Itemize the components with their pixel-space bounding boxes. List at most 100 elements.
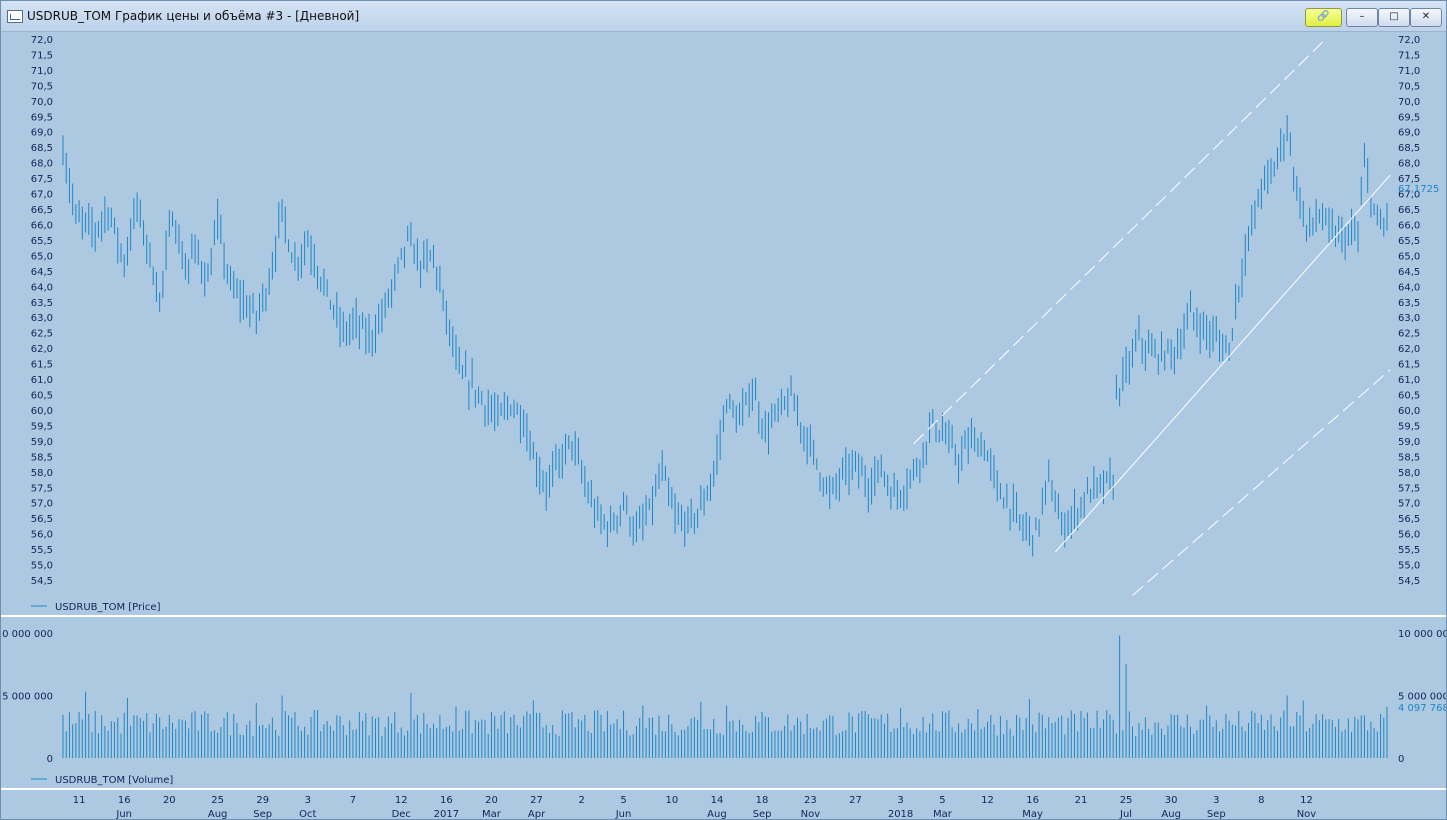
time-tick-day: 16	[440, 795, 453, 806]
price-tick-left: 62,0	[31, 344, 53, 355]
price-tick-right: 58,5	[1398, 452, 1420, 463]
price-tick-right: 68,5	[1398, 143, 1420, 154]
price-tick-right: 71,0	[1398, 66, 1420, 77]
time-tick-day: 3	[897, 795, 903, 806]
price-tick-left: 66,5	[31, 205, 53, 216]
price-tick-right: 67,0	[1398, 190, 1420, 201]
price-tick-right: 54,5	[1398, 576, 1420, 587]
price-tick-right: 62,5	[1398, 329, 1420, 340]
link-icon[interactable]: 🔗	[1305, 8, 1342, 27]
time-tick-day: 2	[578, 795, 584, 806]
price-tick-left: 56,0	[31, 530, 53, 541]
price-tick-left: 59,0	[31, 437, 53, 448]
time-tick-day: 25	[211, 795, 224, 806]
price-tick-right: 56,5	[1398, 514, 1420, 525]
price-tick-left: 69,5	[31, 112, 53, 123]
price-tick-left: 68,5	[31, 143, 53, 154]
volume-tick-right: 0	[1398, 754, 1404, 765]
time-tick-period: Sep	[253, 809, 272, 819]
time-tick-period: Mar	[482, 809, 502, 819]
time-tick-day: 11	[73, 795, 86, 806]
price-tick-right: 65,5	[1398, 236, 1420, 247]
price-tick-right: 65,0	[1398, 251, 1420, 262]
price-tick-left: 71,0	[31, 66, 53, 77]
time-tick-day: 29	[256, 795, 269, 806]
price-tick-left: 69,0	[31, 128, 53, 139]
time-tick-day: 21	[1075, 795, 1088, 806]
minimize-button[interactable]: –	[1346, 8, 1378, 27]
time-tick-period: 2017	[434, 809, 459, 819]
volume-tick-left: 0	[47, 754, 53, 765]
window-title: USDRUB_TOM График цены и объёма #3 - [Дн…	[27, 9, 360, 23]
time-tick-period: Aug	[1161, 809, 1181, 819]
time-tick-day: 8	[1258, 795, 1264, 806]
price-tick-right: 67,5	[1398, 174, 1420, 185]
time-tick-day: 5	[620, 795, 626, 806]
price-tick-left: 57,5	[31, 483, 53, 494]
time-tick-period: Nov	[801, 809, 821, 819]
price-tick-left: 72,0	[31, 35, 53, 46]
price-tick-left: 62,5	[31, 329, 53, 340]
time-tick-period: Aug	[208, 809, 228, 819]
price-tick-left: 66,0	[31, 220, 53, 231]
price-legend-label: USDRUB_TOM [Price]	[55, 602, 161, 613]
volume-legend: USDRUB_TOM [Volume]	[31, 775, 173, 786]
time-tick-period: Jul	[1119, 809, 1132, 819]
price-tick-right: 57,5	[1398, 483, 1420, 494]
time-tick-day: 18	[756, 795, 769, 806]
time-tick-day: 12	[981, 795, 994, 806]
time-tick-period: Dec	[392, 809, 411, 819]
price-tick-right: 61,0	[1398, 375, 1420, 386]
price-tick-right: 60,0	[1398, 406, 1420, 417]
time-tick-day: 30	[1165, 795, 1178, 806]
volume-tick-left: 10 000 000	[1, 629, 53, 640]
price-tick-right: 62,0	[1398, 344, 1420, 355]
time-tick-day: 3	[305, 795, 311, 806]
price-tick-right: 63,0	[1398, 313, 1420, 324]
time-tick-period: May	[1022, 809, 1043, 819]
price-tick-left: 67,5	[31, 174, 53, 185]
time-tick-day: 16	[118, 795, 131, 806]
price-tick-right: 72,0	[1398, 35, 1420, 46]
price-tick-left: 63,5	[31, 298, 53, 309]
price-tick-left: 60,0	[31, 406, 53, 417]
time-tick-day: 10	[665, 795, 678, 806]
price-tick-right: 68,0	[1398, 159, 1420, 170]
price-tick-right: 56,0	[1398, 530, 1420, 541]
time-tick-day: 12	[395, 795, 408, 806]
price-tick-right: 66,5	[1398, 205, 1420, 216]
price-tick-left: 64,5	[31, 267, 53, 278]
trend-line-lower	[1054, 174, 1391, 553]
price-tick-right: 70,0	[1398, 97, 1420, 108]
price-tick-right: 55,0	[1398, 561, 1420, 572]
time-tick-period: Sep	[753, 809, 772, 819]
volume-tick-left: 5 000 000	[2, 692, 53, 703]
volume-series	[62, 635, 1388, 758]
volume-tick-right: 5 000 000	[1398, 692, 1446, 703]
price-tick-left: 57,0	[31, 499, 53, 510]
price-tick-right: 59,0	[1398, 437, 1420, 448]
time-tick-day: 14	[711, 795, 724, 806]
chart-window-icon	[7, 10, 23, 23]
price-tick-left: 58,0	[31, 468, 53, 479]
time-tick-period: Oct	[299, 809, 316, 819]
price-axis: 72,0 72,0 71,5 71,5 71,0 71,0 70,5 70,5 70,0 70,0…	[31, 35, 1440, 587]
price-tick-left: 71,5	[31, 50, 53, 61]
volume-last-value: 4 097 768	[1398, 703, 1446, 714]
price-volume-chart[interactable]: 72,0 72,0 71,5 71,5 71,0 71,0 70,5 70,5 70,0 70,0…	[1, 32, 1446, 819]
price-tick-left: 60,5	[31, 391, 53, 402]
price-tick-right: 66,0	[1398, 220, 1420, 231]
price-tick-left: 65,5	[31, 236, 53, 247]
title-bar[interactable]: USDRUB_TOM График цены и объёма #3 - [Дн…	[1, 1, 1446, 32]
price-series	[62, 115, 1388, 557]
minimize-icon: –	[1359, 11, 1365, 22]
close-button[interactable]: ✕	[1410, 8, 1442, 27]
time-tick-day: 7	[350, 795, 356, 806]
price-tick-left: 68,0	[31, 159, 53, 170]
time-tick-day: 20	[485, 795, 498, 806]
price-tick-left: 63,0	[31, 313, 53, 324]
maximize-button[interactable]: □	[1378, 8, 1410, 27]
price-tick-left: 56,5	[31, 514, 53, 525]
trend-line-upper	[913, 38, 1327, 445]
price-tick-right: 70,5	[1398, 81, 1420, 92]
